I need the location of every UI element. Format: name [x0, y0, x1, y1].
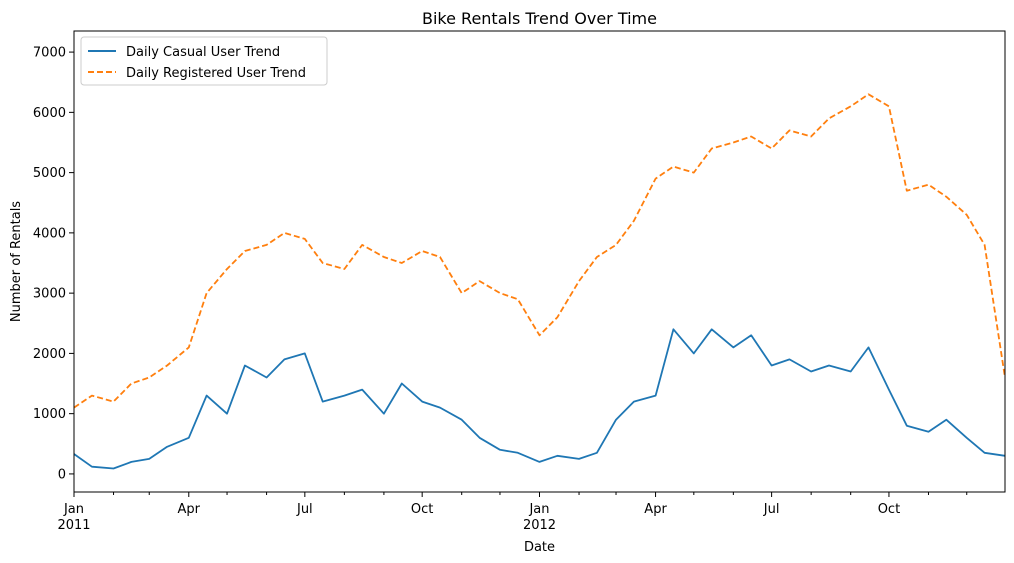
plot-series [73, 93, 1006, 470]
y-tick-label: 5000 [33, 166, 66, 181]
legend: Daily Casual User Trend Daily Registered… [80, 36, 328, 86]
y-tick-label: 0 [58, 467, 66, 482]
chart-title: Bike Rentals Trend Over Time [422, 9, 657, 28]
legend-label-casual: Daily Casual User Trend [126, 45, 280, 60]
legend-box [80, 36, 328, 86]
x-tick-year-label: 2012 [523, 518, 556, 533]
legend-label-registered: Daily Registered User Trend [126, 66, 306, 81]
x-tick-label: Apr [178, 502, 201, 517]
x-tick-label: Jan [528, 502, 549, 517]
x-tick-label: Apr [644, 502, 667, 517]
x-tick-label: Jul [296, 502, 313, 517]
y-tick-label: 7000 [33, 46, 66, 61]
x-tick-label: Oct [878, 502, 900, 517]
y-tick-label: 6000 [33, 106, 66, 121]
x-tick-label: Jan [63, 502, 84, 517]
y-tick-label: 4000 [33, 226, 66, 241]
y-axis-title: Number of Rentals [9, 201, 24, 322]
x-axis-title: Date [524, 540, 555, 555]
y-tick-label: 3000 [33, 287, 66, 302]
x-tick-year-label: 2011 [57, 518, 90, 533]
x-tick-label: Oct [411, 502, 433, 517]
y-tick-label: 2000 [33, 347, 66, 362]
x-tick-label: Jul [763, 502, 780, 517]
y-tick-label: 1000 [33, 407, 66, 422]
y-axis: 0 1000 2000 3000 4000 5000 6000 7000 [33, 46, 74, 482]
